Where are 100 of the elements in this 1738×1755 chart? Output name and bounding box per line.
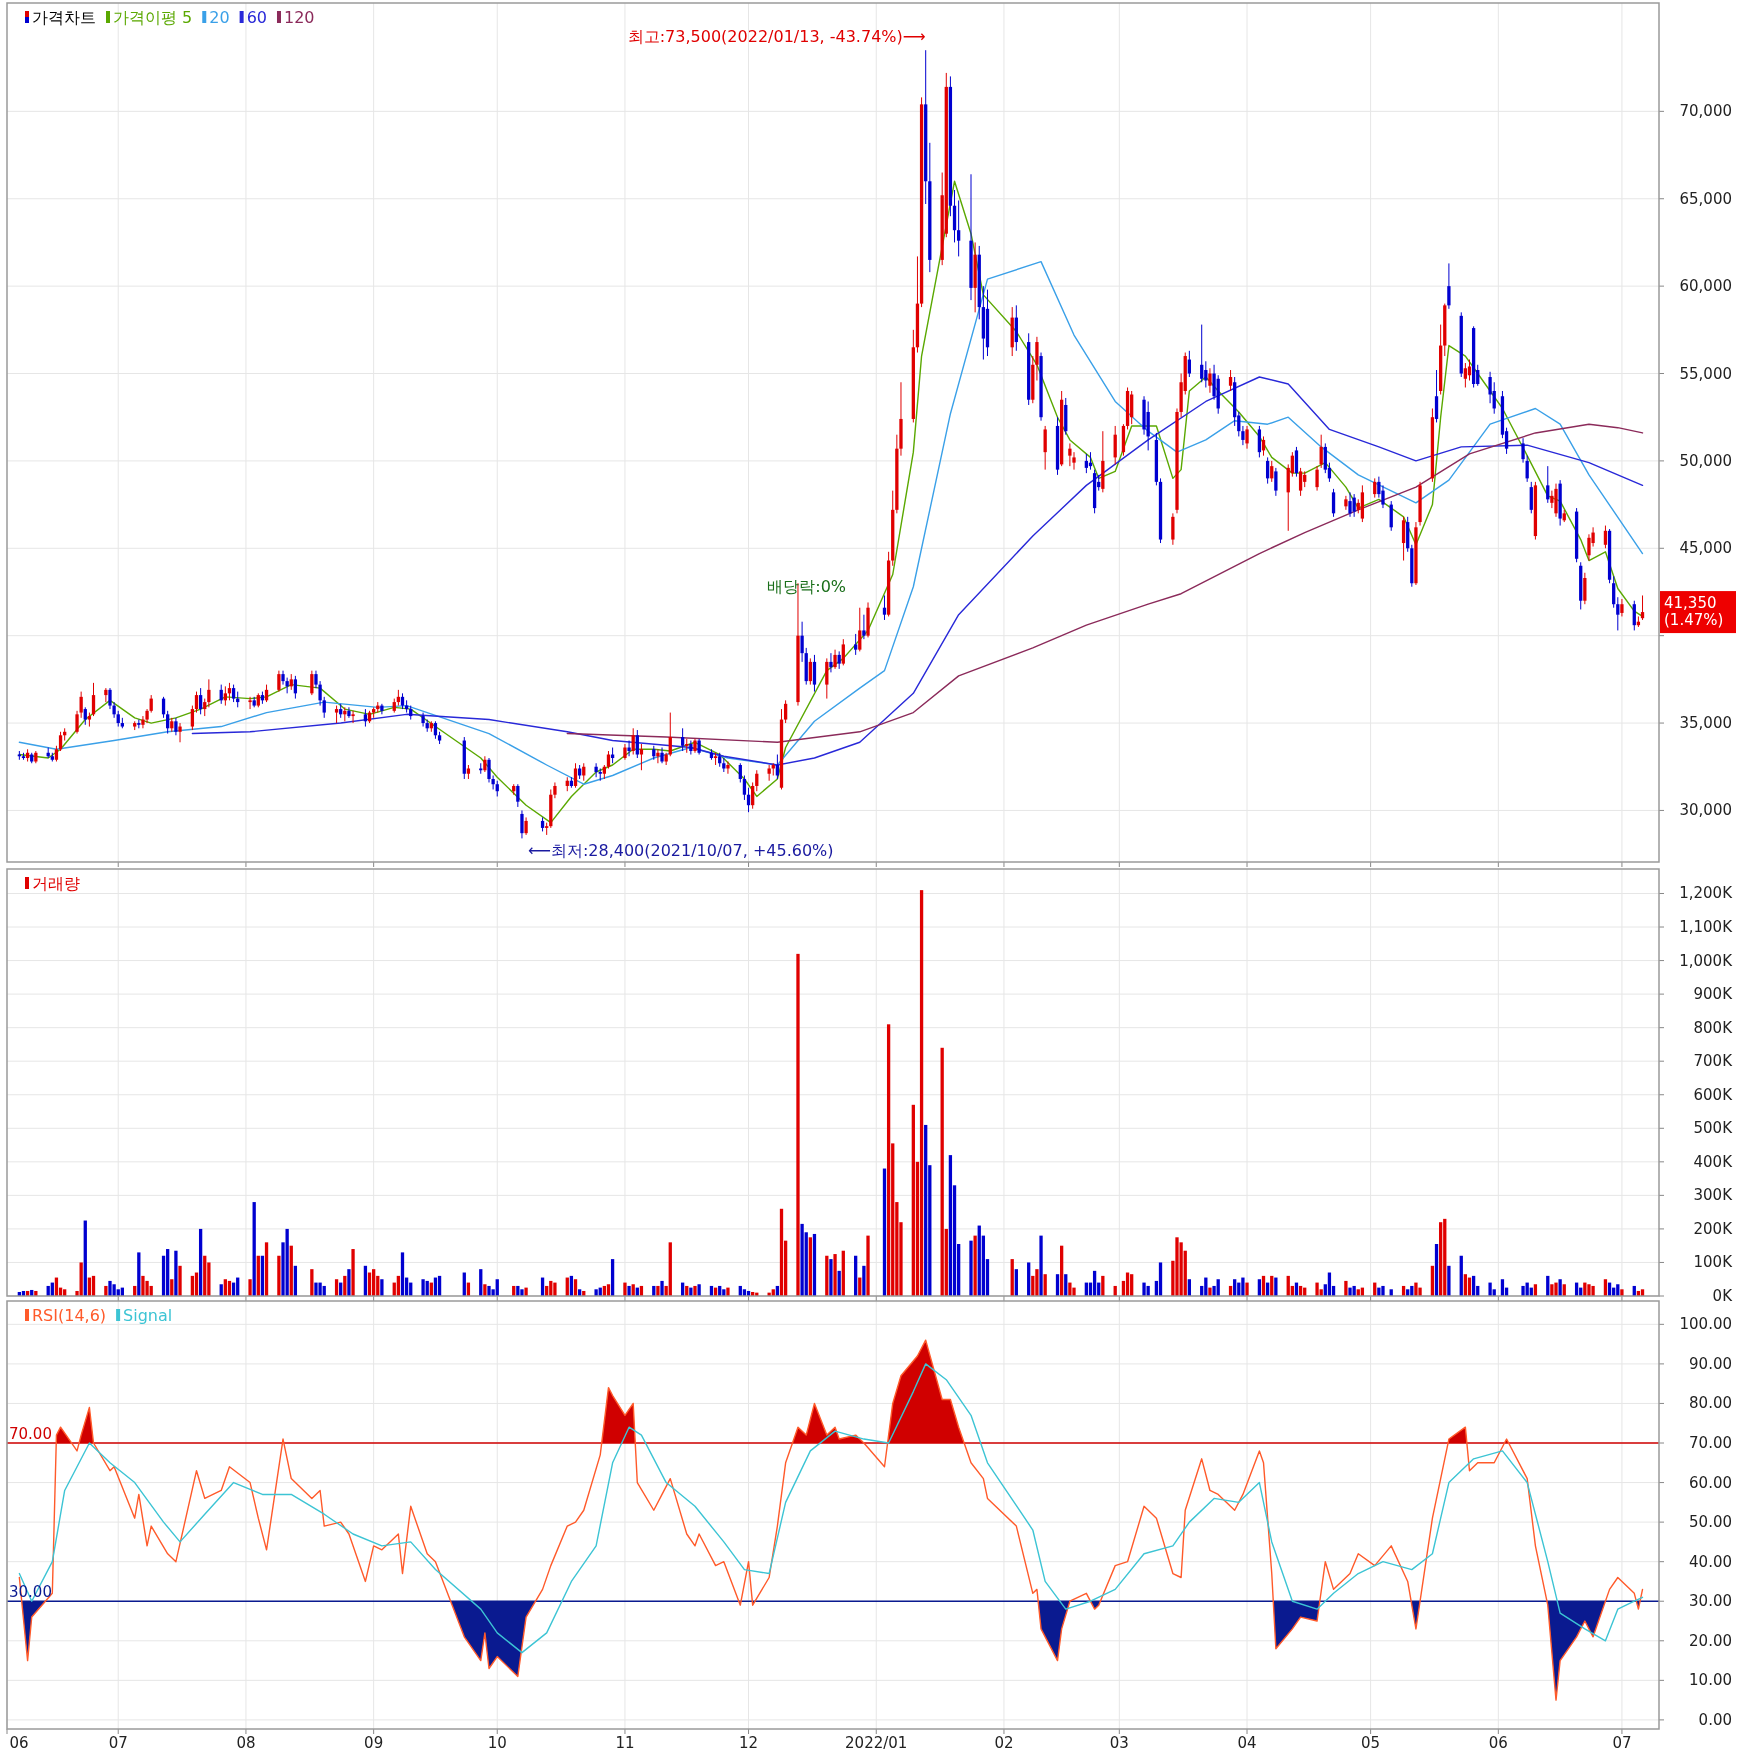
candlestick [689, 740, 693, 756]
legend-label: RSI(14,6) [32, 1306, 107, 1325]
bar [351, 1249, 355, 1296]
candlestick [1583, 572, 1587, 605]
candlestick [841, 638, 845, 666]
bar [919, 890, 924, 1296]
bar [380, 1279, 384, 1296]
annotation: 최고:73,500(2022/01/13, -43.74%)⟶ [627, 27, 926, 47]
candlestick [1298, 467, 1303, 497]
candlestick [1447, 262, 1451, 310]
candlestick [767, 764, 771, 782]
candlestick [598, 768, 602, 782]
x-tick-label: 12 [739, 1734, 759, 1752]
bar [145, 1280, 149, 1296]
bar [1072, 1287, 1076, 1296]
candlestick [190, 705, 195, 731]
bar [1550, 1284, 1554, 1296]
candlestick [1550, 490, 1554, 509]
candlestick [207, 678, 211, 708]
candlestick [194, 691, 199, 714]
candlestick [1373, 477, 1377, 499]
candlestick [1488, 371, 1492, 404]
candlestick [1257, 425, 1262, 458]
x-tick-label: 06 [9, 1734, 29, 1752]
legend-label: 120 [283, 8, 315, 27]
bar [178, 1265, 182, 1296]
candlestick [656, 748, 660, 764]
bar [1241, 1277, 1245, 1296]
candlestick [322, 696, 326, 719]
y-tick-label: 100.00 [1679, 1315, 1732, 1334]
candlestick [178, 722, 182, 743]
y-tick-label: 20.00 [1689, 1631, 1732, 1650]
y-tick-label: 65,000 [1679, 189, 1732, 208]
y-tick-label: 45,000 [1679, 539, 1732, 558]
y-tick-label: 500K [1693, 1119, 1734, 1138]
x-tick-label: 04 [1237, 1734, 1257, 1752]
bar [347, 1269, 351, 1296]
y-tick-label: 10.00 [1689, 1671, 1732, 1690]
y-tick-label: 90.00 [1689, 1354, 1732, 1373]
bar [627, 1285, 631, 1296]
bar [911, 1104, 915, 1296]
legend-label: 가격이평 5 [113, 8, 193, 27]
bar [689, 1287, 693, 1296]
candlestick [1270, 460, 1274, 483]
x-tick-label: 09 [364, 1734, 384, 1752]
bar [886, 1024, 891, 1296]
y-tick-label: 0K [1712, 1287, 1734, 1305]
bar [660, 1280, 664, 1296]
bar [1620, 1289, 1624, 1296]
bar [1348, 1287, 1352, 1296]
bar [1035, 1269, 1039, 1296]
y-tick-label: 30,000 [1679, 801, 1732, 820]
x-tick-label: 03 [1109, 1734, 1129, 1752]
bar [252, 1202, 256, 1296]
candlestick [726, 761, 730, 775]
bar [1142, 1282, 1146, 1296]
bar [421, 1279, 425, 1296]
bar [866, 1235, 870, 1296]
y-tick-label: 50,000 [1679, 451, 1732, 470]
bar [1039, 1235, 1043, 1296]
candlestick [800, 621, 804, 663]
y-tick-label: 60,000 [1679, 277, 1732, 296]
candlestick [1612, 575, 1616, 609]
ref-line-label: 70.00 [9, 1425, 52, 1444]
bar [594, 1289, 598, 1296]
y-tick-label: 900K [1693, 985, 1734, 1004]
candlestick [520, 809, 524, 839]
legend-label: 가격차트 [32, 8, 96, 27]
bar [940, 1047, 944, 1296]
candlestick [1035, 336, 1039, 382]
bar [174, 1250, 178, 1296]
line-series [18, 260, 1644, 785]
bar [1352, 1285, 1356, 1296]
candlestick [829, 652, 833, 673]
candlestick [223, 685, 227, 707]
y-tick-label: 200K [1693, 1219, 1734, 1238]
y-tick-label: 60.00 [1689, 1473, 1732, 1492]
text: 41,350 (1.47%) [1664, 594, 1724, 630]
y-tick-label: 400K [1693, 1152, 1734, 1171]
candlestick [421, 712, 425, 728]
candlestick [1274, 467, 1278, 497]
bar [1558, 1279, 1562, 1296]
bar [1488, 1282, 1492, 1296]
bar [656, 1285, 660, 1296]
legend-label: 거래량 [32, 874, 80, 893]
y-tick-label: 800K [1693, 1018, 1734, 1037]
bar [1443, 1218, 1447, 1296]
bar [310, 1269, 314, 1296]
bar [1315, 1282, 1319, 1296]
candlestick [1616, 596, 1620, 631]
candlestick [79, 691, 83, 719]
bar [882, 1168, 887, 1296]
y-tick-label: 100K [1693, 1253, 1734, 1272]
candlestick [248, 696, 252, 710]
bar [553, 1282, 557, 1296]
bar [1381, 1285, 1385, 1296]
candlestick [516, 783, 520, 808]
bar [1377, 1287, 1381, 1296]
candlestick [1640, 594, 1645, 621]
bar [108, 1280, 112, 1296]
